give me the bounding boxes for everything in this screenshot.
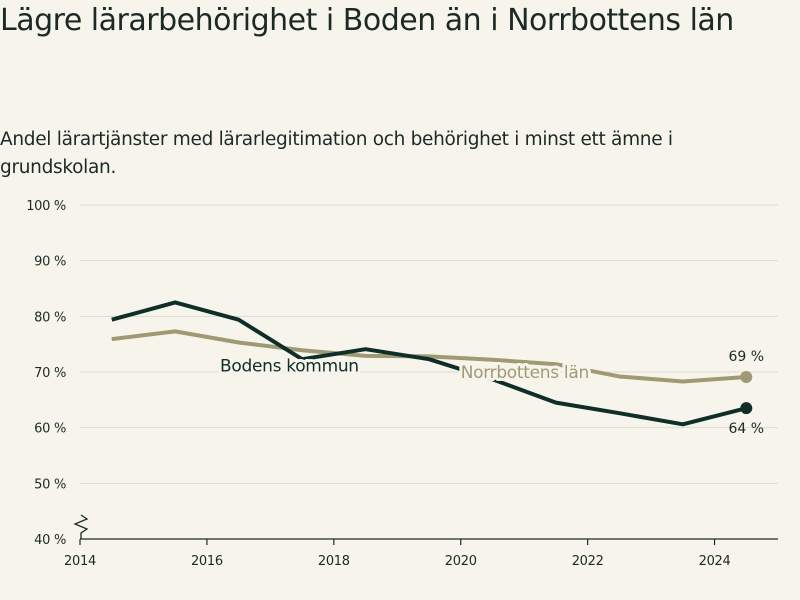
x-axis: 2014 2016 2018 2020 2022 2024: [64, 514, 778, 569]
x-tick-label: 2024: [699, 554, 731, 569]
chart-title: Lägre lärarbehörighet i Boden än i Norrb…: [0, 3, 734, 38]
series-line-norrbotten: [111, 329, 747, 384]
end-value-label: 64 %: [728, 421, 764, 437]
y-axis-ticks: 40 % 50 % 60 % 70 % 80 % 90 % 100 %: [26, 199, 66, 548]
y-tick-label: 90 %: [34, 255, 66, 270]
series-lines: [111, 300, 753, 427]
y-tick-label: 80 %: [34, 310, 66, 325]
y-tick-label: 50 %: [34, 477, 66, 492]
y-tick-label: 100 %: [26, 199, 66, 214]
gridlines: [80, 204, 778, 484]
end-point-marker: [740, 402, 753, 415]
y-tick-label: 40 %: [34, 533, 66, 548]
x-tick-label: 2018: [318, 554, 350, 569]
end-value-label: 69 %: [728, 349, 764, 365]
series-name-label: Bodens kommun: [220, 356, 359, 376]
x-tick-label: 2020: [445, 554, 477, 569]
series-line-boden: [111, 300, 747, 427]
chart-subtitle: Andel lärartjänster med lärarlegitimatio…: [0, 129, 673, 178]
x-tick-label: 2022: [572, 554, 604, 569]
x-tick-label: 2014: [64, 554, 96, 569]
end-point-marker: [740, 371, 753, 384]
x-tick-label: 2016: [191, 554, 223, 569]
series-name-label: Norrbottens län: [461, 363, 589, 383]
y-tick-label: 70 %: [34, 366, 66, 381]
series-labels: 69 % 64 % Bodens kommun Norrbottens län: [217, 349, 764, 437]
axis-break-icon: [73, 514, 89, 539]
y-tick-label: 60 %: [34, 422, 66, 437]
